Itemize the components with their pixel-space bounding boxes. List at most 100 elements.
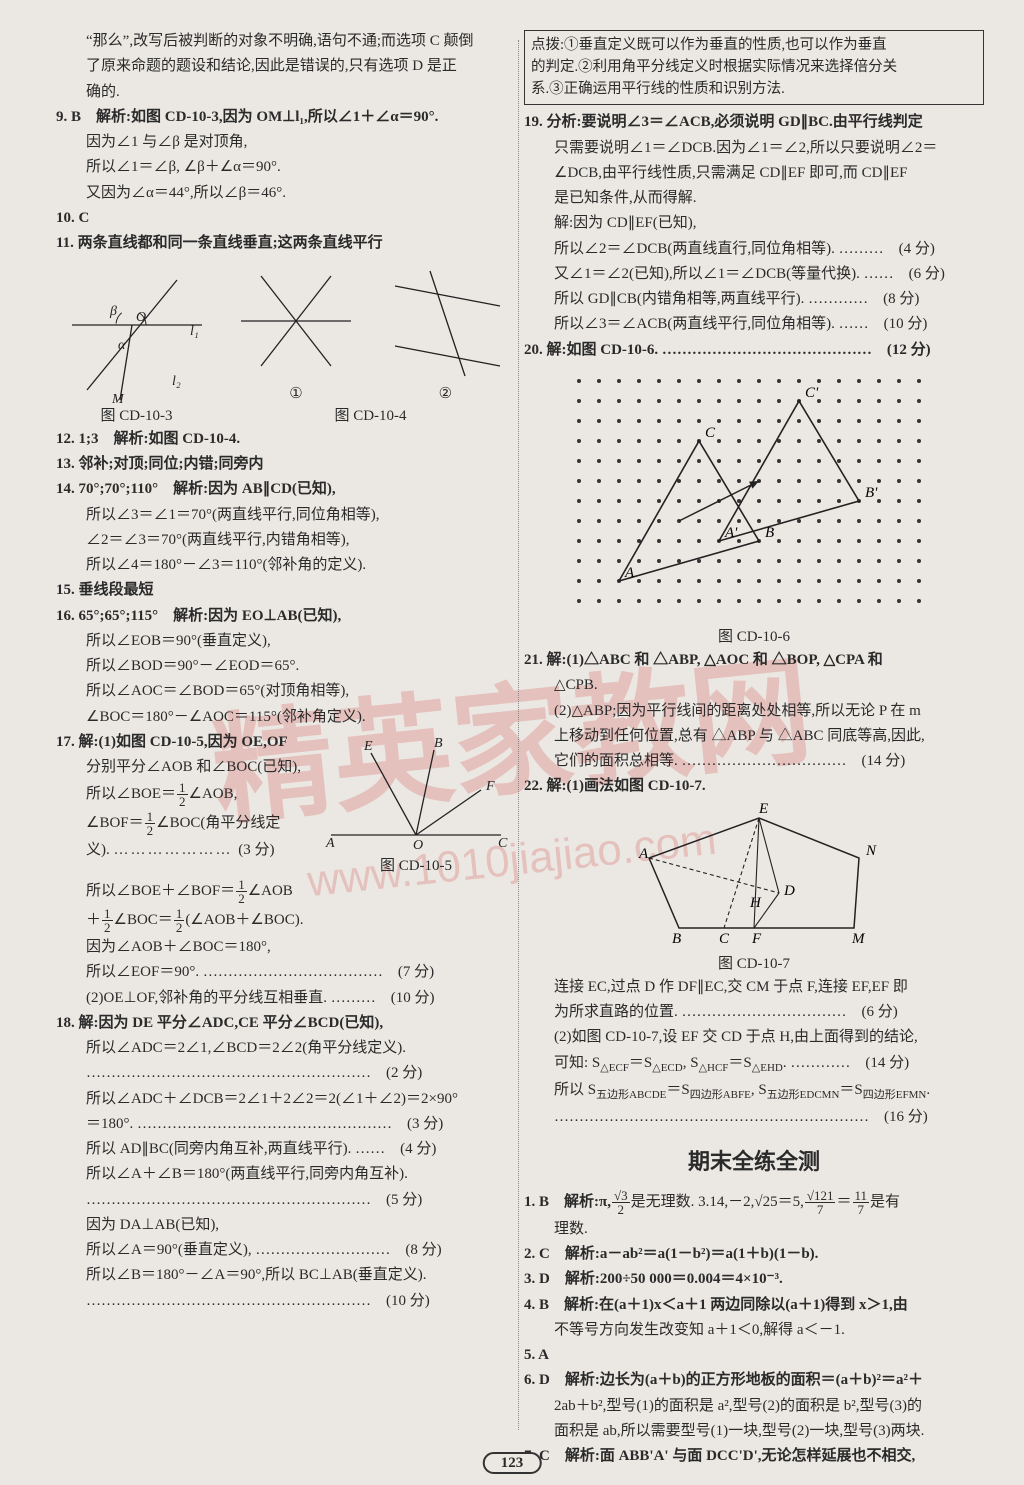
text: ∠BOF＝ [86,815,144,831]
text: 所以∠BOE＝ [86,786,176,802]
para: 了原来命题的题设和结论,因此是错误的,只有选项 D 是正 [56,55,516,78]
frac-1-2: 12 [102,907,113,934]
item-head: 15. 垂线段最短 [56,582,154,598]
q18-line: 所以∠ADC＝2∠1,∠BCD＝2∠2(角平分线定义). [56,1037,516,1060]
subscript: 四边形ABFE [690,1089,751,1101]
para: 确的. [56,81,516,104]
fig7-label: 图 CD-10-7 [524,953,984,976]
svg-text:A': A' [724,525,738,541]
item-head: 4. B 解析:在(a＋1)x＜a＋1 两边同除以(a＋1)得到 x＞1,由 [524,1297,908,1313]
svg-text:A: A [624,565,635,581]
text: 所以∠BOE＋∠BOF＝ [86,883,235,899]
text: . ………… (14 分) [783,1055,909,1071]
q17-line: 所以∠BOE＝12∠AOB, [56,781,310,808]
q19: 19. 分析:要说明∠3＝∠ACB,必须说明 GD∥BC.由平行线判定 [524,111,984,134]
q19-line: 所以∠3＝∠ACB(两直线平行,同位角相等). …… (10 分) [524,313,984,336]
fig4-label: 图 CD-10-4 [231,405,511,428]
svg-text:D: D [783,883,795,899]
q9: 9. B 解析:如图 CD-10-3,因为 OM⊥l₁,所以∠1＋∠α＝90°. [56,106,516,129]
q16: 16. 65°;65°;115° 解析:因为 EO⊥AB(已知), [56,605,516,628]
q17-line: 所以∠BOE＋∠BOF＝12∠AOB [56,878,516,905]
q18-line: 因为 DA⊥AB(已知), [56,1214,516,1237]
svg-text:C': C' [805,385,819,401]
text: ＝S [728,1055,751,1071]
text: 所以 S [554,1082,596,1098]
q17-line: 所以∠EOF＝90°. ……………………………… (7 分) [56,961,516,984]
subscript: 五边形ABCDE [596,1089,666,1101]
box-line: 系.③正确运用平行线的性质和识别方法. [531,79,977,101]
q18-line: 所以 AD∥BC(同旁内角互补,两直线平行). …… (4 分) [56,1138,516,1161]
q14-line: 所以∠4＝180°－∠3＝110°(邻补角的定义). [56,554,516,577]
box-line: 点拨:①垂直定义既可以作为垂直的性质,也可以作为垂直 [531,35,977,57]
svg-text:M: M [111,392,125,405]
q17-text: 17. 解:(1)如图 CD-10-5,因为 OE,OF 分别平分∠AOB 和∠… [56,731,310,878]
q21-line: 上移动到任何位置,总有 △ABP 与 △ABC 同底等高,因此, [524,725,984,748]
q22-line: 连接 EC,过点 D 作 DF∥EC,交 CM 于点 F,连接 EF,EF 即 [524,976,984,999]
subscript: △HCF [699,1062,729,1074]
q11: 11. 两条直线都和同一条直线垂直;这两条直线平行 [56,232,516,255]
q9-line: 因为∠1 与∠β 是对顶角, [56,131,516,154]
fig5-label: 图 CD-10-5 [316,855,516,878]
left-column: “那么”,改写后被判断的对象不明确,语句不通;而选项 C 颠倒 了原来命题的题设… [56,30,516,1470]
item-head: 17. 解:(1)如图 CD-10-5,因为 OE,OF [56,734,288,750]
svg-text:l₁: l₁ [190,324,199,339]
figure-cd-10-4b: ② [380,257,510,406]
text: . [926,1082,930,1098]
f3: 3. D 解析:200÷50 000＝0.004＝4×10⁻³. [524,1268,984,1291]
q19-line: 所以 GD∥CB(内错角相等,两直线平行). ………… (8 分) [524,288,984,311]
q18-line: ＝180°. …………………………………………… (3 分) [56,1113,516,1136]
q17-line: ∠BOF＝12∠BOC(角平分线定 [56,810,310,837]
q21: 21. 解:(1)△ABC 和 △ABP, △AOC 和 △BOP, △CPA … [524,649,984,672]
q22: 22. 解:(1)画法如图 CD-10-7. [524,775,984,798]
f6: 6. D 解析:边长为(a＋b)的正方形地板的面积＝(a＋b)²＝a²＋ [524,1369,984,1392]
q12: 12. 1;3 解析:如图 CD-10-4. [56,428,516,451]
item-head: 22. 解:(1)画法如图 CD-10-7. [524,778,706,794]
text: ∠BOC(角平分线定 [156,815,280,831]
item-head: 5. A [524,1347,549,1363]
q19-line: 只需要说明∠1＝∠DCB.因为∠1＝∠2,所以只要说明∠2＝ [524,137,984,160]
right-column: 点拨:①垂直定义既可以作为垂直的性质,也可以作为垂直 的判定.②利用角平分线定义… [524,30,984,1470]
item-head: 19. 分析:要说明∠3＝∠ACB,必须说明 GD∥BC.由平行线判定 [524,114,923,130]
q21-line: (2)△ABP;因为平行线间的距离处处相等,所以无论 P 在 m [524,700,984,723]
frac-11-7: 117 [853,1189,870,1216]
svg-text:C: C [719,931,730,947]
svg-text:H: H [749,895,762,911]
text: 可知: S [554,1055,600,1071]
frac-sqrt121-7: √1217 [805,1189,836,1216]
svg-text:E: E [363,739,373,754]
text: , S [751,1082,767,1098]
svg-text:F: F [751,931,762,947]
q13: 13. 邻补;对顶;同位;内错;同旁内 [56,453,516,476]
q17-line: 因为∠AOB＋∠BOC＝180°, [56,936,516,959]
svg-text:N: N [865,843,877,859]
section-heading: 期末全练全测 [524,1145,984,1179]
q22-line: 为所求直路的位置. …………………………… (6 分) [524,1001,984,1024]
q21-line: 它们的面积总相等. …………………………… (14 分) [524,750,984,773]
q22-line: 所以 S五边形ABCDE＝S四边形ABFE, S五边形EDCMN＝S四边形EFM… [524,1079,984,1104]
q22-line: ……………………………………………………… (16 分) [524,1106,984,1129]
q16-line: ∠BOC＝180°－∠AOC＝115°(邻补角定义). [56,706,516,729]
frac-1-2: 12 [236,878,247,905]
item-head: 11. 两条直线都和同一条直线垂直;这两条直线平行 [56,235,383,251]
q14-line: 所以∠3＝∠1＝70°(两直线平行,同位角相等), [56,504,516,527]
text: ＋ [86,912,101,928]
f6-line: 面积是 ab,所以需要型号(1)一块,型号(2)一块,型号(3)两块. [524,1420,984,1443]
frac-1-2: 12 [177,781,188,808]
subscript: 五边形EDCMN [767,1089,840,1101]
q17-line: 义). ………………… (3 分) [56,839,310,862]
q14-line: ∠2＝∠3＝70°(两直线平行,内错角相等), [56,529,516,552]
figure-cd-10-4a: ① [231,257,361,406]
q15: 15. 垂线段最短 [56,579,516,602]
page-number: 123 [483,1452,542,1475]
hint-box: 点拨:①垂直定义既可以作为垂直的性质,也可以作为垂直 的判定.②利用角平分线定义… [524,30,984,105]
svg-text:B: B [434,736,443,751]
figure-labels-row: 图 CD-10-3 图 CD-10-4 [56,407,516,428]
q17: 17. 解:(1)如图 CD-10-5,因为 OE,OF [56,731,310,754]
text: , S [683,1055,699,1071]
figure-cd-10-3: Ol₁l₂Mαβ [62,271,212,407]
svg-text:l₂: l₂ [172,374,181,389]
text: ＝S [666,1082,689,1098]
q19-line: 又∠1＝∠2(已知),所以∠1＝∠DCB(等量代换). …… (6 分) [524,263,984,286]
item-head: 16. 65°;65°;115° 解析:因为 EO⊥AB(已知), [56,608,341,624]
q19-line: 解:因为 CD∥EF(已知), [524,212,984,235]
